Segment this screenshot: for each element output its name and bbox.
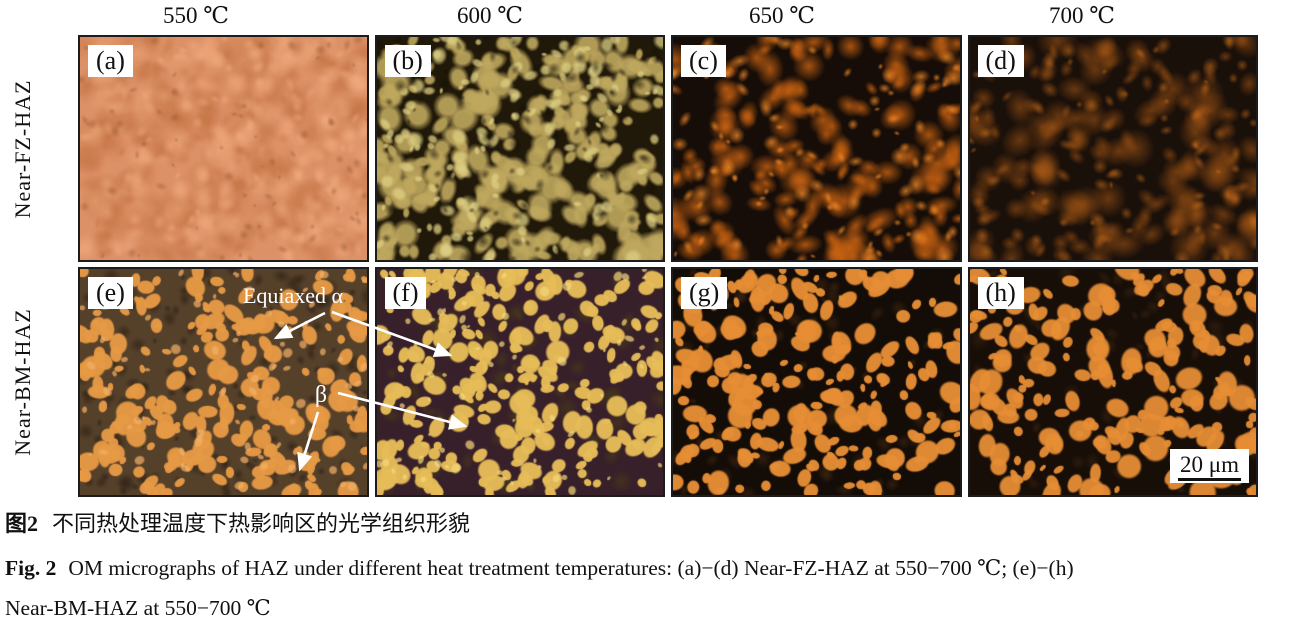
micrograph-grid: (a) (b) (c) (d) (e) (f) (g) (h) bbox=[78, 35, 1258, 497]
column-header-550c: 550 ℃ bbox=[163, 3, 229, 28]
caption-en-line1: OM micrographs of HAZ under different he… bbox=[68, 556, 1074, 580]
figure-caption: 图2 不同热处理温度下热影响区的光学组织形貌 Fig. 2 OM micrograp… bbox=[5, 506, 1295, 629]
micrograph-panel-d: (d) bbox=[967, 35, 1258, 262]
scale-bar-label: 20 μm bbox=[1178, 452, 1241, 481]
caption-en-label: Fig. 2 bbox=[5, 556, 57, 580]
caption-en: Fig. 2 OM micrographs of HAZ under differ… bbox=[5, 548, 1295, 629]
micrograph-panel-b: (b) bbox=[374, 35, 665, 262]
panel-label-h: (h) bbox=[977, 277, 1024, 309]
panel-label-g: (g) bbox=[681, 277, 728, 309]
figure-area: (a) (b) (c) (d) (e) (f) (g) (h) bbox=[78, 35, 1258, 497]
panel-label-f: (f) bbox=[384, 277, 427, 309]
column-header-650c: 650 ℃ bbox=[749, 3, 815, 28]
panel-label-c: (c) bbox=[681, 45, 726, 77]
row-label-near-bm-haz: Near-BM-HAZ bbox=[10, 308, 35, 456]
caption-zh: 图2 不同热处理温度下热影响区的光学组织形貌 bbox=[5, 506, 1295, 538]
caption-zh-text: 不同热处理温度下热影响区的光学组织形貌 bbox=[52, 511, 471, 536]
micrograph-panel-e: (e) bbox=[78, 267, 369, 497]
row-label-near-fz-haz: Near-FZ-HAZ bbox=[10, 79, 35, 219]
micrograph-panel-h: (h) 20 μm bbox=[967, 267, 1258, 497]
micrograph-panel-c: (c) bbox=[671, 35, 962, 262]
micrograph-panel-a: (a) bbox=[78, 35, 369, 262]
panel-label-b: (b) bbox=[384, 45, 431, 77]
panel-label-a: (a) bbox=[88, 45, 133, 77]
panel-label-e: (e) bbox=[88, 277, 133, 309]
panel-label-d: (d) bbox=[977, 45, 1024, 77]
column-header-700c: 700 ℃ bbox=[1049, 3, 1115, 28]
micrograph-panel-f: (f) bbox=[374, 267, 665, 497]
micrograph-panel-g: (g) bbox=[671, 267, 962, 497]
scale-bar: 20 μm bbox=[1170, 449, 1249, 483]
column-header-600c: 600 ℃ bbox=[457, 3, 523, 28]
caption-en-line2: Near-BM-HAZ at 550−700 ℃ bbox=[5, 596, 271, 621]
caption-zh-label: 图2 bbox=[5, 511, 39, 536]
